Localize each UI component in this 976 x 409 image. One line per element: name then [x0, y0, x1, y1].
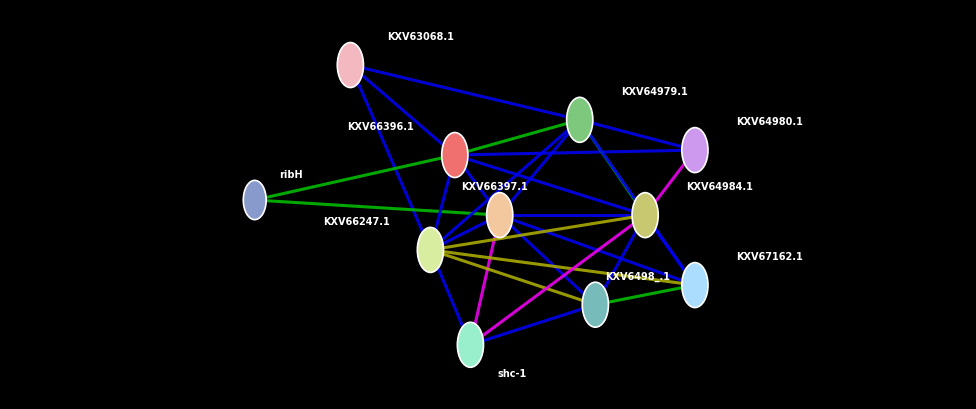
Ellipse shape [442, 133, 468, 178]
Text: KXV64980.1: KXV64980.1 [736, 117, 803, 127]
Ellipse shape [243, 180, 266, 220]
Ellipse shape [567, 97, 592, 142]
Ellipse shape [583, 282, 608, 327]
Text: shc-1: shc-1 [498, 369, 527, 379]
Text: KXV67162.1: KXV67162.1 [736, 252, 802, 262]
Ellipse shape [682, 263, 708, 308]
Text: KXV64984.1: KXV64984.1 [686, 182, 753, 192]
Ellipse shape [458, 322, 483, 367]
Text: KXV66247.1: KXV66247.1 [323, 217, 389, 227]
Text: KXV66396.1: KXV66396.1 [347, 122, 414, 132]
Ellipse shape [338, 43, 363, 88]
Text: KXV6498_.1: KXV6498_.1 [605, 272, 671, 282]
Text: ribH: ribH [279, 170, 303, 180]
Ellipse shape [418, 227, 443, 272]
Text: KXV66397.1: KXV66397.1 [462, 182, 528, 192]
Ellipse shape [632, 193, 658, 238]
Text: KXV64979.1: KXV64979.1 [621, 87, 687, 97]
Ellipse shape [682, 128, 708, 173]
Text: KXV63068.1: KXV63068.1 [387, 32, 455, 42]
Ellipse shape [487, 193, 512, 238]
